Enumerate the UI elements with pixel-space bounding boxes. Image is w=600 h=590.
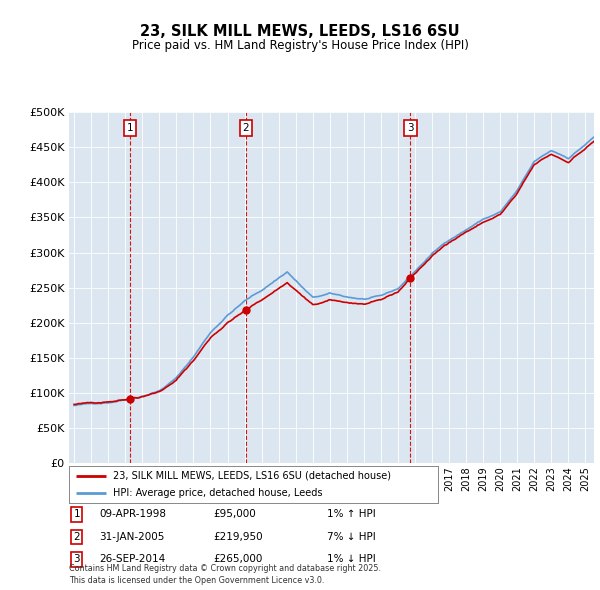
Text: 26-SEP-2014: 26-SEP-2014: [99, 555, 165, 564]
Text: 2: 2: [242, 123, 249, 133]
Text: 2: 2: [73, 532, 80, 542]
Text: 09-APR-1998: 09-APR-1998: [99, 510, 166, 519]
Text: 1: 1: [127, 123, 133, 133]
Text: Price paid vs. HM Land Registry's House Price Index (HPI): Price paid vs. HM Land Registry's House …: [131, 39, 469, 52]
Text: 23, SILK MILL MEWS, LEEDS, LS16 6SU: 23, SILK MILL MEWS, LEEDS, LS16 6SU: [140, 24, 460, 38]
Text: 23, SILK MILL MEWS, LEEDS, LS16 6SU (detached house): 23, SILK MILL MEWS, LEEDS, LS16 6SU (det…: [113, 471, 391, 481]
Text: £95,000: £95,000: [213, 510, 256, 519]
Text: 1% ↑ HPI: 1% ↑ HPI: [327, 510, 376, 519]
Text: 1% ↓ HPI: 1% ↓ HPI: [327, 555, 376, 564]
Text: 3: 3: [73, 555, 80, 564]
Text: 7% ↓ HPI: 7% ↓ HPI: [327, 532, 376, 542]
Text: 1: 1: [73, 510, 80, 519]
Text: 3: 3: [407, 123, 414, 133]
Text: £265,000: £265,000: [213, 555, 262, 564]
Text: HPI: Average price, detached house, Leeds: HPI: Average price, detached house, Leed…: [113, 488, 323, 498]
Text: Contains HM Land Registry data © Crown copyright and database right 2025.
This d: Contains HM Land Registry data © Crown c…: [69, 565, 381, 585]
Text: £219,950: £219,950: [213, 532, 263, 542]
Text: 31-JAN-2005: 31-JAN-2005: [99, 532, 164, 542]
